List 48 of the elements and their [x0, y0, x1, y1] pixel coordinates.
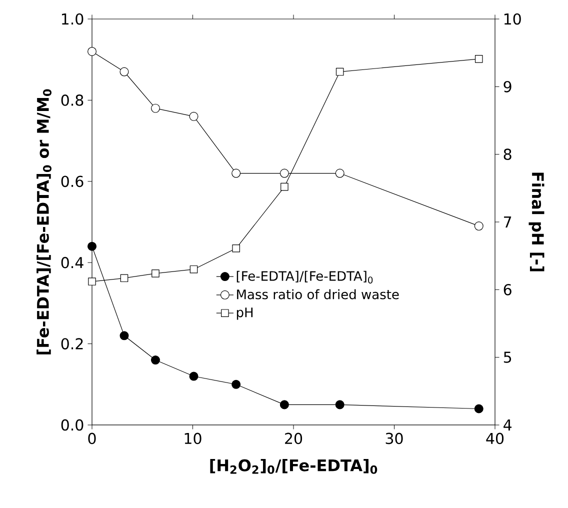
point	[189, 112, 198, 121]
point	[232, 244, 240, 252]
y-tick-label: 0.8	[61, 94, 84, 106]
point	[120, 67, 129, 76]
y2-tick-label: 7	[504, 216, 512, 228]
legend-label: pH	[236, 308, 253, 320]
y-tick-label: 1.0	[62, 13, 84, 25]
point	[150, 356, 160, 365]
y2-tick-label: 5	[504, 352, 512, 363]
point	[335, 400, 344, 410]
y-tick-label: 0.4	[61, 256, 84, 268]
point	[152, 270, 160, 278]
x-tick-label: 0	[88, 432, 96, 444]
point	[474, 222, 484, 231]
legend-label: Mass ratio of dried waste	[237, 289, 399, 300]
x-tick-label: 40	[486, 432, 504, 444]
y2-axis-title: Final pH [-]	[528, 172, 544, 272]
y2-tick-label: 9	[504, 80, 512, 92]
point	[88, 46, 97, 56]
y2-tick-label: 6	[504, 284, 512, 296]
legend-label: [Fe-EDTA]/[Fe-EDTA]$_{0}$	[236, 270, 373, 284]
point	[474, 55, 483, 63]
point	[190, 265, 198, 274]
point	[335, 168, 344, 178]
point	[232, 168, 241, 178]
point	[336, 68, 344, 76]
point	[232, 380, 241, 389]
x-axis-title: [H$_{2}$O$_{2}$]$_{0}$/[Fe-EDTA]$_{0}$	[210, 459, 378, 474]
y-tick-label: 0.6	[61, 176, 84, 188]
point	[120, 331, 129, 340]
point	[280, 400, 289, 410]
x-tick-label: 10	[184, 432, 202, 444]
point	[88, 242, 97, 251]
y-axis-title: [Fe-EDTA]/[Fe-EDTA]$_{0}$ or M/M$_{0}$	[36, 89, 52, 354]
y-tick-label: 0.2	[61, 338, 83, 350]
point	[120, 274, 128, 282]
y2-tick-label: 4	[504, 420, 512, 430]
y-tick-label: 0.0	[61, 419, 84, 431]
point	[189, 372, 198, 381]
point	[474, 404, 484, 414]
point	[280, 168, 289, 178]
y2-tick-label: 10	[504, 13, 521, 25]
x-tick-label: 20	[285, 432, 302, 444]
point	[88, 278, 96, 286]
point	[150, 104, 160, 113]
y2-tick-label: 8	[504, 148, 512, 160]
x-tick-label: 30	[386, 432, 403, 444]
point	[280, 182, 288, 191]
